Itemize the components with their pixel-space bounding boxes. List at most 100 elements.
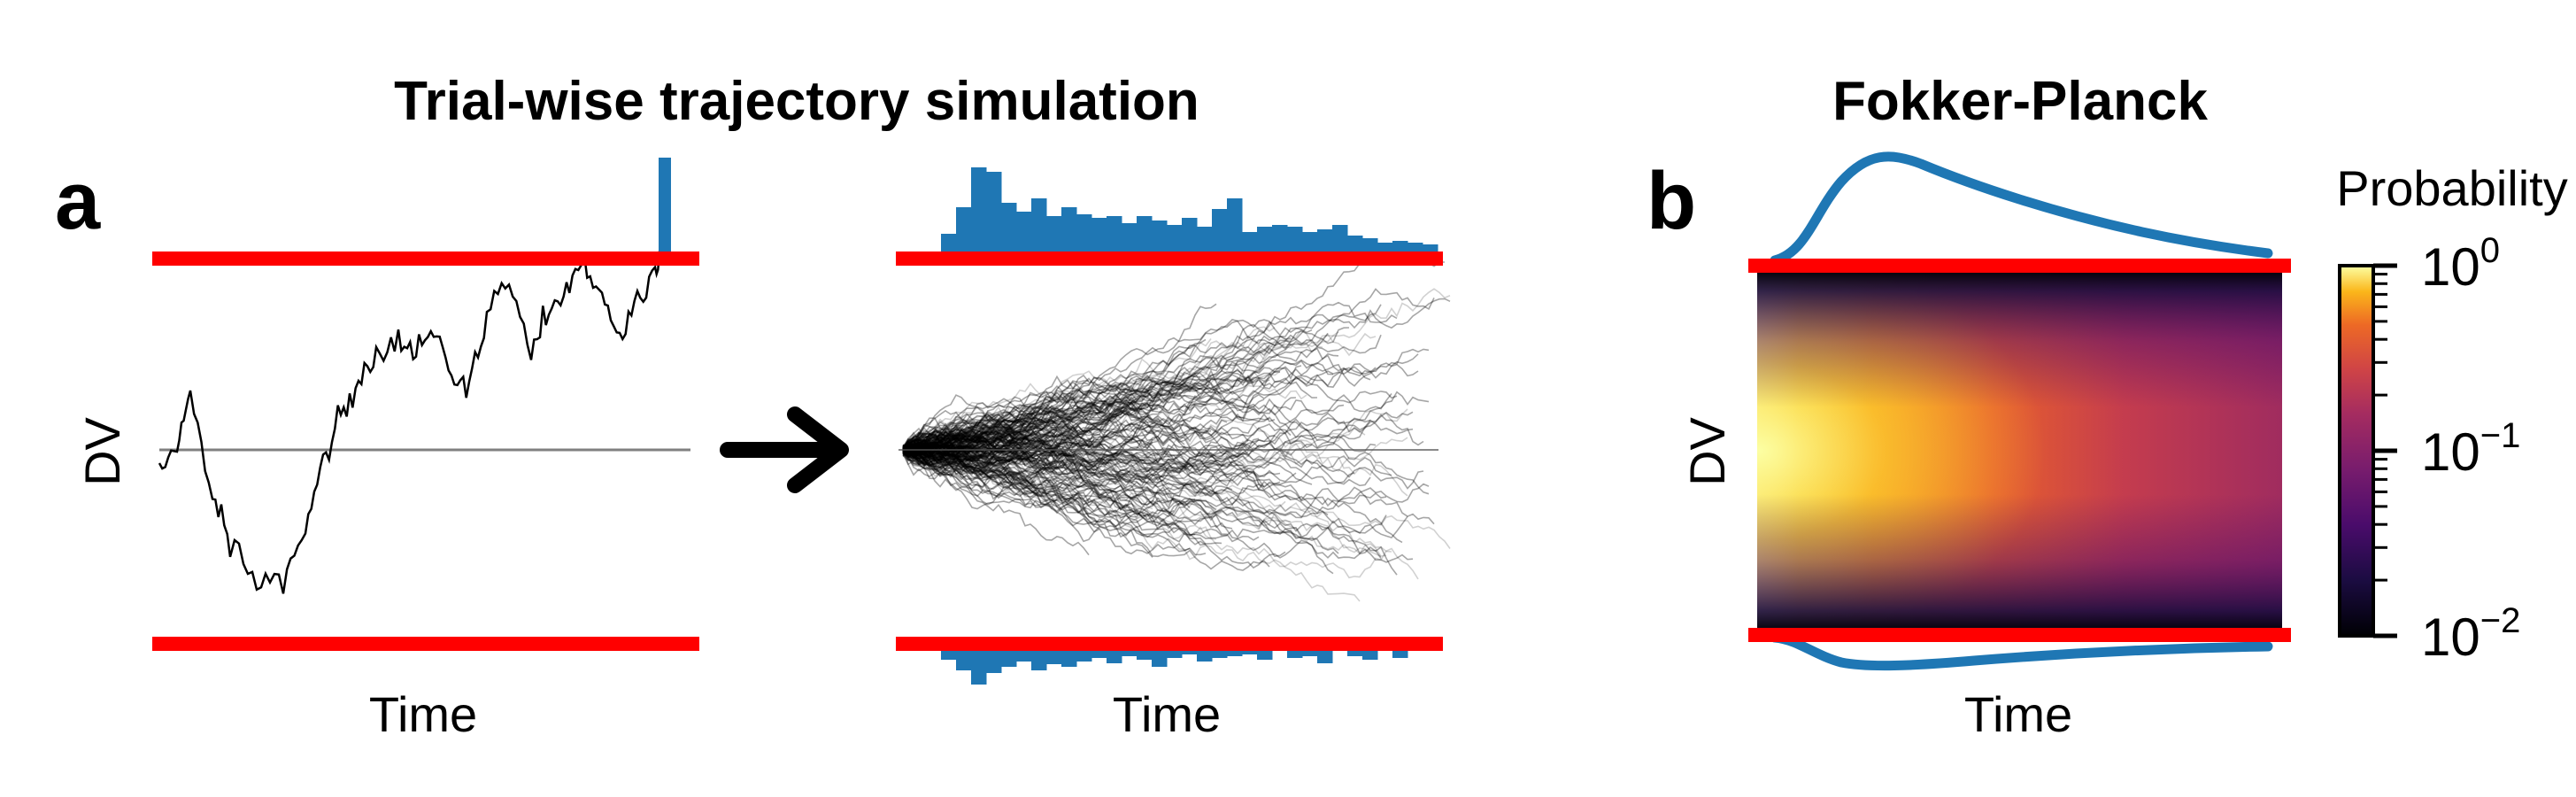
histogram-bar [1046,216,1062,251]
dv-axis-label: DV [74,416,130,485]
trajectory-line [902,431,1079,461]
trajectory-line [902,438,1408,497]
trajectory-line [902,441,1270,571]
right-arrow-icon [720,406,849,493]
histogram-bar [1212,651,1228,658]
trajectory-line [902,327,1350,452]
lower-hit-histogram [941,651,1408,685]
trajectory-line [902,448,1037,485]
histogram-bar [1137,651,1153,660]
trajectory-line [902,446,1169,503]
trajectory-line [902,411,1414,463]
trajectory-line [902,447,1222,530]
trajectory-line [902,430,1339,554]
trajectory-line [902,445,1233,530]
trajectory-line [902,362,1419,458]
trajectory-line [902,371,1185,453]
trajectory-line [902,434,1068,477]
trajectory-line [902,448,1191,517]
trajectory-line [902,446,1026,475]
time-axis-label: Time [1964,686,2072,742]
histogram-bar [1287,227,1303,251]
simulation-title: Trial-wise trajectory simulation [394,71,1199,132]
trajectory-line [902,393,1143,453]
histogram-bar [1317,651,1333,663]
trajectory-line [902,359,1377,452]
trajectory-line [902,348,1430,462]
histogram-bar [1061,207,1077,251]
trajectory-line [902,438,1063,491]
trajectory-line [902,417,1414,453]
histogram-bar [1122,651,1138,656]
trajectory-line [902,440,1132,480]
trajectory-line [902,449,1286,557]
trajectory-line [902,438,1355,484]
trajectory-line [902,410,1106,453]
trajectory-line [902,450,973,471]
trajectory-line [902,380,1090,451]
histogram-bar [1287,651,1303,658]
trajectory-line [902,433,1015,458]
histogram-bar [1423,244,1438,251]
trajectory-line [902,447,1191,555]
trajectory-line [902,413,1153,460]
trajectory-line [902,326,1276,457]
trajectory-line [902,442,1302,537]
time-axis-label: Time [369,686,477,742]
colorbar-gradient [2338,264,2375,638]
trajectory-line [902,449,1127,488]
trajectory-line [902,413,1270,455]
trajectory-line [902,406,1281,488]
trajectory-line [902,445,983,492]
histogram-bar [1392,651,1408,658]
histogram-bar [1197,651,1213,662]
trajectory-line [902,380,1222,455]
trajectory-line [902,421,989,453]
colorbar-tick-1e-1: 10−1 [2421,416,2520,482]
trajectory-line [902,422,1164,484]
trajectory-line [902,441,1153,510]
panel-label-a: a [55,156,101,246]
histogram-bar [1182,651,1198,654]
trajectory-line [902,426,1175,485]
trajectory-line [902,303,1217,452]
histogram-bar [1091,218,1107,251]
histogram-bar [971,167,987,251]
trajectory-line [902,445,1371,515]
trajectory-line [902,438,1153,482]
trajectory-line [902,429,1058,465]
histogram-bar [1242,651,1258,654]
trajectory-line [902,376,1398,457]
trajectory-line [902,445,968,459]
single-trajectory [158,247,667,594]
probability-heatmap [1757,269,2282,632]
trajectory-line [902,288,1435,453]
trajectory-line [902,450,1100,491]
histogram-bar [1046,651,1062,664]
trajectory-line [902,450,989,464]
panel-label-b: b [1647,156,1696,246]
histogram-bar [1272,225,1288,251]
fokker-planck-panel: DV Time [1679,151,2291,742]
trajectory-line [902,428,968,450]
histogram-bar [1197,227,1213,251]
histogram-bar [1031,651,1047,670]
trajectory-line [902,450,1207,545]
trajectory-line [902,438,1313,490]
histogram-bar [1227,198,1243,251]
trajectory-line [902,431,1222,546]
trajectory-line [902,430,1116,452]
dv-axis-label: DV [1679,416,1735,485]
trajectory-line [902,447,1037,486]
trajectory-line [902,446,1037,494]
trajectory-line [902,365,1265,452]
trajectory-line [902,439,1387,557]
upper-flux-curve [1770,151,2273,266]
trajectory-line [902,375,1254,449]
trajectory-line [902,449,1292,530]
trajectory-line [902,423,999,453]
trajectory-line [902,437,1042,462]
trajectory-line [902,403,1037,448]
histogram-bar [1362,651,1378,660]
